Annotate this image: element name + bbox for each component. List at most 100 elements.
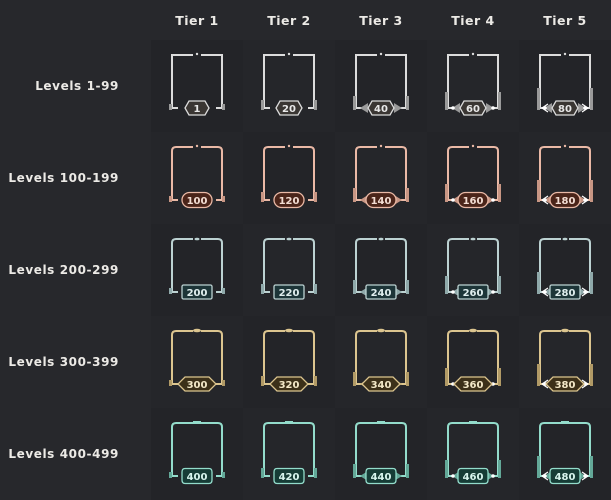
level-border-frame: 360 [445, 328, 501, 392]
level-border-cell: 440 [335, 408, 427, 500]
level-number: 40 [374, 104, 388, 115]
level-border-cell: 420 [243, 408, 335, 500]
level-border-frame: 240 [353, 237, 409, 300]
level-number: 320 [279, 380, 300, 391]
level-number: 140 [371, 196, 392, 207]
level-number: 60 [466, 104, 480, 115]
level-number: 280 [555, 288, 576, 299]
level-border-frame: 380 [537, 328, 593, 392]
level-border-frame: 120 [261, 144, 317, 209]
level-border-frame: 60 [445, 52, 501, 116]
level-badge [181, 467, 213, 485]
level-badge [545, 376, 585, 392]
level-border-frame: 180 [537, 144, 593, 209]
level-number: 220 [279, 288, 300, 299]
level-border-cell: 140 [335, 132, 427, 224]
level-number: 200 [187, 288, 208, 299]
level-border-frame: 20 [261, 52, 317, 116]
level-border-frame: 280 [537, 237, 593, 300]
level-border-cell: 20 [243, 40, 335, 132]
row-label: Levels 400-499 [8, 447, 119, 461]
level-border-frame: 80 [537, 52, 593, 116]
level-border-frame: 140 [353, 144, 409, 209]
level-badge [549, 284, 581, 300]
level-number: 120 [279, 196, 300, 207]
level-border-cell: 460 [427, 408, 519, 500]
level-number: 480 [555, 472, 576, 483]
level-badge [273, 284, 305, 300]
level-number: 460 [463, 472, 484, 483]
level-badge [361, 376, 401, 392]
level-badge [549, 467, 581, 485]
level-border-cell: 40 [335, 40, 427, 132]
level-badge [551, 100, 579, 116]
level-border-cell: 340 [335, 316, 427, 408]
tier-header: Tier 3 [359, 12, 403, 28]
row-label: Levels 200-299 [8, 263, 119, 277]
level-border-cell: 180 [519, 132, 611, 224]
level-number: 160 [463, 196, 484, 207]
level-border-frame: 200 [169, 237, 225, 300]
row-label: Levels 100-199 [8, 171, 119, 185]
row-label: Levels 1-99 [35, 79, 119, 93]
level-number: 420 [279, 472, 300, 483]
level-border-cell: 100 [151, 132, 243, 224]
level-border-frame: 460 [445, 421, 501, 485]
level-badge [457, 191, 489, 209]
level-badge [269, 376, 309, 392]
level-border-cell: 400 [151, 408, 243, 500]
level-border-cell: 200 [151, 224, 243, 316]
level-border-frame: 340 [353, 328, 409, 392]
level-border-cell: 220 [243, 224, 335, 316]
level-number: 360 [463, 380, 484, 391]
level-badge [273, 467, 305, 485]
level-number: 340 [371, 380, 392, 391]
level-number: 180 [555, 196, 576, 207]
level-border-frame: 400 [169, 421, 225, 485]
level-number: 1 [194, 104, 201, 115]
level-border-cell: 380 [519, 316, 611, 408]
tier-header: Tier 4 [451, 12, 495, 28]
level-number: 400 [187, 472, 208, 483]
level-badge [275, 100, 303, 116]
level-number: 20 [282, 104, 296, 115]
level-number: 240 [371, 288, 392, 299]
level-border-frame: 160 [445, 144, 501, 209]
level-border-cell: 480 [519, 408, 611, 500]
level-border-cell: 240 [335, 224, 427, 316]
level-border-cell: 60 [427, 40, 519, 132]
level-number: 80 [558, 104, 572, 115]
level-border-frame: 300 [169, 328, 225, 392]
level-badge [365, 467, 397, 485]
level-border-frame: 480 [537, 421, 593, 485]
level-badge [453, 376, 493, 392]
level-border-frame: 420 [261, 421, 317, 485]
level-border-cell: 260 [427, 224, 519, 316]
level-number: 440 [371, 472, 392, 483]
tier-header: Tier 1 [175, 12, 219, 28]
level-badge [365, 191, 397, 209]
level-border-frame: 440 [353, 421, 409, 485]
level-number: 100 [187, 196, 208, 207]
level-border-frame: 40 [353, 52, 409, 116]
level-border-frame: 260 [445, 237, 501, 300]
level-border-cell: 320 [243, 316, 335, 408]
level-badge [365, 284, 397, 300]
level-badge [459, 100, 487, 116]
level-border-cell: 1 [151, 40, 243, 132]
level-badge [367, 100, 395, 116]
level-border-cell: 300 [151, 316, 243, 408]
level-badge [181, 191, 213, 209]
level-border-cell: 120 [243, 132, 335, 224]
level-badge [184, 100, 210, 116]
level-badge [177, 376, 217, 392]
tier-header: Tier 5 [543, 12, 587, 28]
level-border-frame: 320 [261, 328, 317, 392]
tier-header: Tier 2 [267, 12, 311, 28]
level-border-cell: 360 [427, 316, 519, 408]
level-border-frame: 100 [169, 144, 225, 209]
level-border-cell: 160 [427, 132, 519, 224]
level-border-frame: 220 [261, 237, 317, 300]
level-badge [549, 191, 581, 209]
